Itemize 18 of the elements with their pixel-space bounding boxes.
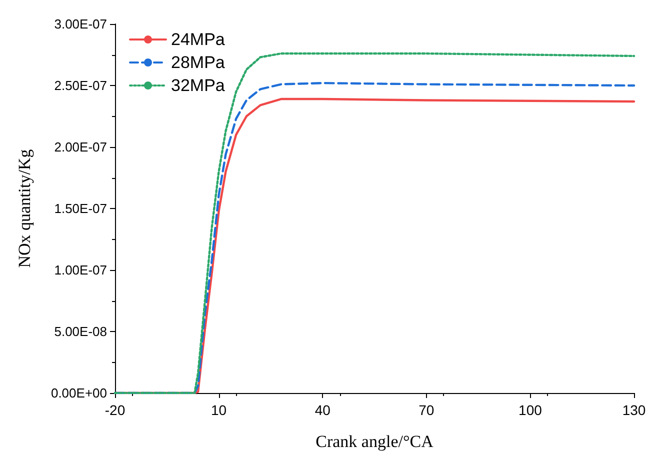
legend-label: 32MPa [171, 76, 226, 95]
x-tick-label: 40 [314, 402, 331, 418]
x-tick-label: 130 [622, 402, 646, 418]
y-tick-label: 2.00E-07 [54, 140, 107, 154]
legend-label: 24MPa [171, 30, 226, 49]
legend-label: 28MPa [171, 53, 226, 72]
y-tick-label: 1.00E-07 [54, 262, 107, 278]
y-tick-label: 0.00E+00 [50, 386, 107, 400]
x-tick-label: -20 [104, 402, 126, 418]
y-tick-label: 5.00E-08 [54, 324, 107, 339]
x-tick-label: 100 [518, 402, 542, 418]
x-tick-label: 10 [211, 402, 227, 418]
x-axis-title: Crank angle/°CA [316, 432, 434, 451]
y-axis-title: NOx quantity/Kg [15, 148, 34, 268]
y-tick-label: 1.50E-07 [54, 201, 107, 216]
x-tick-label: 70 [418, 402, 434, 418]
y-tick-label: 3.00E-07 [54, 16, 107, 32]
y-tick-label: 2.50E-07 [54, 78, 107, 93]
